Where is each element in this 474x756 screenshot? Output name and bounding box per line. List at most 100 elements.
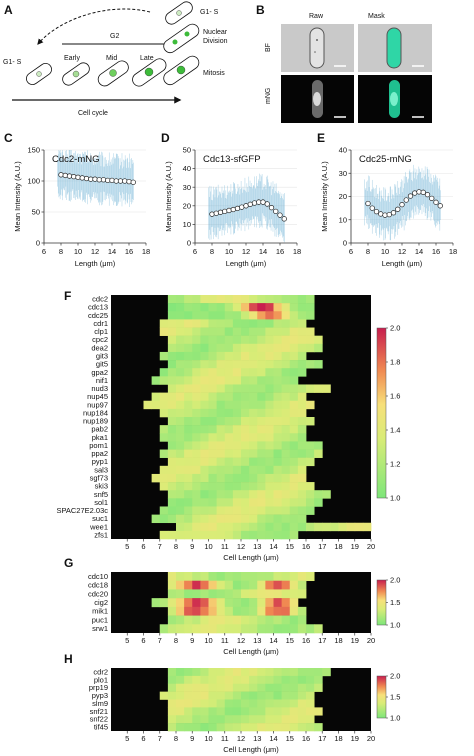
f-heatmap-cell: [257, 335, 266, 345]
f-heatmap-cell: [192, 425, 201, 434]
g-heatmap-cell: [159, 598, 169, 608]
f-heatmap-cell: [176, 392, 185, 402]
h-heatmap-cell: [167, 715, 177, 724]
f-heatmap-cell: [200, 295, 209, 304]
f-heatmap-cell: [192, 335, 201, 345]
f-heatmap-cell: [265, 433, 274, 442]
f-heatmap-cell: [167, 295, 177, 304]
h-heatmap-cell: [281, 668, 291, 677]
g-heatmap-cell: [176, 580, 185, 590]
f-heatmap-cell: [289, 506, 299, 515]
f-row-label: pyp1: [92, 457, 108, 466]
c-mean-point: [66, 173, 73, 179]
h-row-label: pyp3: [92, 691, 108, 700]
f-heatmap-cell: [200, 482, 209, 491]
c-x-tick-label: 8: [59, 247, 63, 256]
f-heatmap-cell: [232, 303, 242, 312]
h-heatmap-cell: [249, 723, 258, 732]
g-heatmap-cell: [289, 624, 299, 634]
panel-a: A G1- S G2 Early Mid Late G1- S Nuclear D…: [3, 1, 228, 117]
h-heatmap-cell: [265, 707, 274, 716]
d-x-tick-label: 16: [276, 247, 284, 256]
f-heatmap-cell: [192, 457, 201, 467]
h-heatmap-cell: [257, 675, 266, 685]
d-mean-point: [273, 208, 279, 215]
f-heatmap-cell: [232, 368, 242, 377]
f-heatmap-cell: [224, 295, 234, 304]
h-heatmap-cell: [249, 715, 258, 724]
f-heatmap-cell: [281, 384, 291, 393]
f-heatmap-cell: [216, 335, 226, 345]
h-heatmap-cell: [281, 707, 291, 716]
g-heatmap-cell: [216, 615, 226, 625]
h-heatmap-cell: [306, 715, 315, 724]
f-row-label: sol1: [94, 498, 108, 507]
f-heatmap-cell: [216, 376, 226, 385]
f-heatmap-cell: [192, 498, 201, 507]
f-heatmap-cell: [281, 408, 291, 418]
f-heatmap-cell: [232, 384, 242, 393]
f-heatmap-cell: [281, 376, 291, 385]
g-x-tick-label: 6: [141, 636, 145, 645]
f-heatmap-cell: [176, 303, 185, 312]
g-heatmap-cell: [159, 624, 169, 634]
e-x-tick-label: 10: [381, 247, 389, 256]
f-heatmap-cell: [289, 392, 299, 402]
f-heatmap-cell: [297, 498, 307, 507]
g-heatmap-cell: [224, 606, 234, 616]
f-heatmap-cell: [249, 417, 258, 426]
f-heatmap-cell: [184, 425, 193, 434]
f-heatmap-cell: [297, 343, 307, 353]
f-heatmap-cell: [241, 295, 250, 304]
f-heatmap-cell: [232, 351, 242, 361]
c-mean-point: [75, 174, 81, 180]
h-heatmap-cell: [241, 668, 250, 677]
f-heatmap-cell: [192, 368, 201, 377]
f-heatmap-cell: [241, 343, 250, 353]
g-heatmap-cell: [176, 624, 185, 634]
f-heatmap-cell: [306, 482, 315, 491]
f-heatmap-cell: [265, 465, 274, 475]
h-heatmap-cell: [241, 675, 250, 685]
g-x-tick-label: 5: [125, 636, 129, 645]
g-heatmap-cell: [249, 580, 258, 590]
f-heatmap-cell: [306, 522, 315, 532]
f-heatmap-cell: [257, 311, 266, 320]
g-heatmap-cell: [265, 589, 274, 599]
f-heatmap-cell: [257, 490, 266, 499]
f-heatmap-cell: [281, 417, 291, 426]
f-heatmap-cell: [216, 433, 226, 442]
f-heatmap-cell: [216, 343, 226, 353]
f-heatmap-cell: [200, 441, 209, 450]
h-heatmap-cell: [192, 707, 201, 716]
h-heatmap-cell: [281, 699, 291, 708]
f-heatmap-cell: [273, 506, 283, 515]
f-heatmap-cell: [281, 449, 291, 458]
f-heatmap-cell: [281, 473, 291, 483]
f-row-label: git3: [96, 352, 108, 361]
f-heatmap-cell: [289, 514, 299, 524]
mask-label: Mask: [368, 13, 385, 20]
h-heatmap-cell: [224, 675, 234, 685]
e-mean-point: [365, 200, 371, 207]
g-heatmap-cell: [273, 580, 283, 590]
g-colorbar-tick-label: 1.0: [390, 621, 400, 630]
f-x-tick-label: 10: [204, 542, 212, 551]
f-heatmap-cell: [281, 433, 291, 442]
f-heatmap-cell: [289, 441, 299, 450]
e-mean-point: [395, 206, 401, 212]
f-heatmap-cell: [273, 498, 283, 507]
g-heatmap-cell: [281, 572, 291, 582]
c-y-tick-label: 150: [27, 146, 40, 155]
f-row-label: cdc13: [88, 303, 108, 312]
g-heatmap-cell: [184, 606, 193, 616]
f-heatmap-cell: [297, 384, 307, 393]
f-heatmap-cell: [167, 408, 177, 418]
panel-c-label: C: [4, 131, 13, 145]
d-mean-point: [234, 205, 241, 212]
f-heatmap-cell: [184, 311, 193, 320]
g-colorbar-tick-label: 2.0: [390, 576, 400, 585]
h-heatmap-cell: [200, 675, 209, 685]
f-heatmap-cell: [184, 530, 193, 540]
